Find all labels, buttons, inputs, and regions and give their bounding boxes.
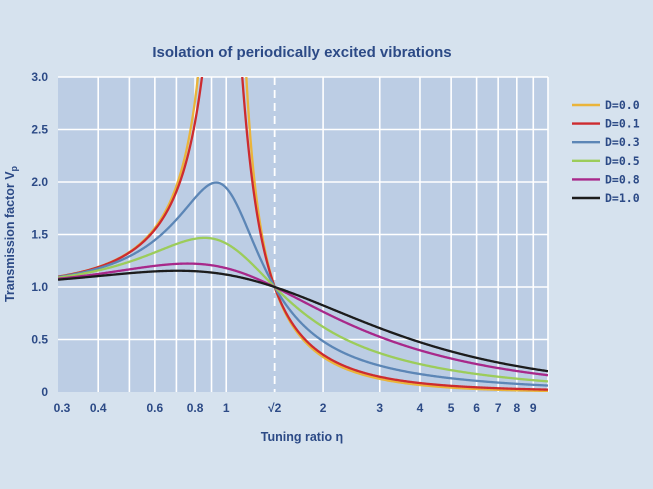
legend-label: D=1.0 — [605, 191, 640, 205]
x-tick-label: 4 — [417, 401, 424, 415]
legend-label: D=0.8 — [605, 172, 640, 186]
series-line-d-0-5 — [58, 236, 548, 383]
x-tick-label: 7 — [495, 401, 502, 415]
legend-label: D=0.1 — [605, 117, 640, 131]
x-tick-label: 0.4 — [90, 401, 107, 415]
legend-label: D=0.0 — [605, 98, 640, 112]
x-tick-label: 1 — [223, 401, 230, 415]
y-tick-label: 0 — [41, 385, 48, 399]
x-tick-label: 2 — [320, 401, 327, 415]
chart-title: Isolation of periodically excited vibrat… — [152, 44, 451, 61]
legend-label: D=0.3 — [605, 135, 640, 149]
series-line-d-0-3 — [58, 181, 548, 387]
y-tick-label: 1.5 — [31, 228, 48, 242]
y-tick-label: 1.0 — [31, 280, 48, 294]
x-axis-ticks: 0.3 0.4 0.6 0.8 1 √2 2 3 4 5 6 7 8 9 — [54, 401, 537, 415]
series-line-d-0-8 — [58, 262, 548, 377]
legend-label: D=0.5 — [605, 154, 640, 168]
x-tick-label: 6 — [473, 401, 480, 415]
x-tick-label: 0.8 — [187, 401, 204, 415]
gridlines — [58, 76, 549, 392]
series-line-d-0-1 — [241, 77, 548, 391]
x-tick-label: 9 — [530, 401, 537, 415]
legend: D=0.0 D=0.1 D=0.3 D=0.5 D=0.8 D=1.0 — [572, 98, 640, 205]
x-tick-label: 5 — [448, 401, 455, 415]
x-tick-label: 8 — [513, 401, 520, 415]
y-axis-label-subscript: p — [9, 165, 19, 171]
y-tick-label: 0.5 — [31, 333, 48, 347]
y-axis-label-main: Transmission factor V — [3, 171, 17, 302]
series-lines — [58, 77, 548, 392]
x-tick-label: √2 — [268, 401, 282, 415]
y-tick-label: 2.5 — [31, 123, 48, 137]
y-tick-label: 2.0 — [31, 175, 48, 189]
y-axis-ticks: 0 0.5 1.0 1.5 2.0 2.5 3.0 — [31, 70, 48, 399]
x-tick-label: 0.3 — [54, 401, 71, 415]
y-axis-label: Transmission factor Vp — [3, 165, 19, 302]
x-tick-label: 0.6 — [147, 401, 164, 415]
x-tick-label: 3 — [376, 401, 383, 415]
series-line-d-1-0 — [58, 269, 548, 373]
y-tick-label: 3.0 — [31, 70, 48, 84]
x-axis-label: Tuning ratio η — [261, 430, 343, 444]
